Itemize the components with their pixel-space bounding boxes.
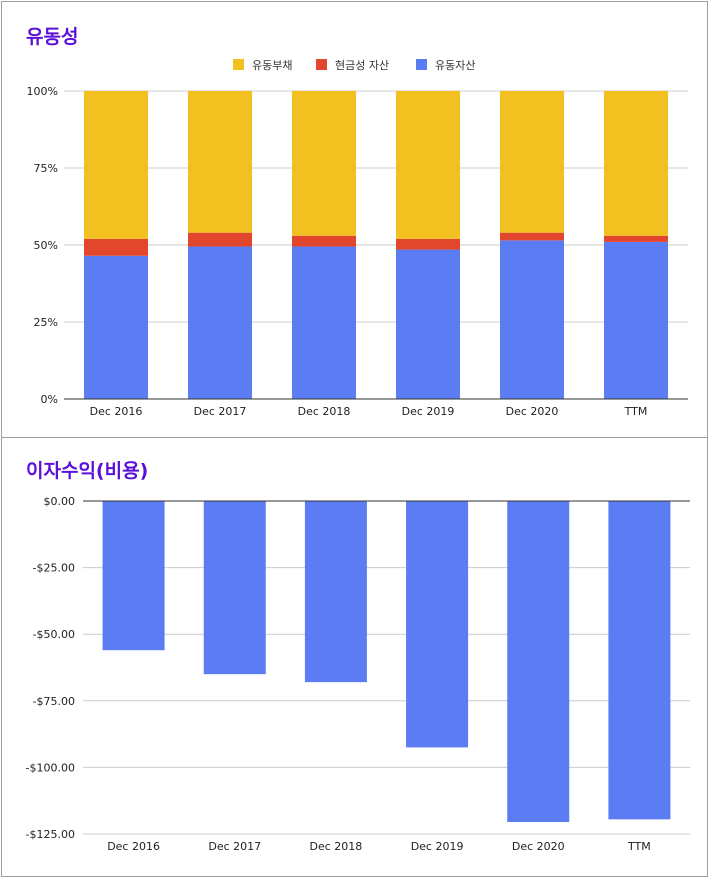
interest-bar	[507, 501, 570, 823]
bar-segment-cash-assets	[292, 235, 356, 247]
bar-segment-current-assets	[292, 246, 356, 399]
x-tick-label: Dec 2020	[512, 840, 565, 853]
interest-bar	[102, 501, 165, 651]
bar-segment-cash-assets	[396, 238, 460, 250]
legend-swatch	[233, 59, 244, 70]
bar-segment-current-liabilities	[604, 91, 668, 236]
legend-label: 현금성 자산	[335, 59, 389, 72]
interest-bar	[406, 501, 469, 748]
liquidity-chart-title: 유동성	[26, 26, 79, 48]
x-tick-label: Dec 2017	[208, 840, 261, 853]
bar-segment-current-liabilities	[84, 91, 148, 239]
y-tick-label: -$50.00	[33, 628, 75, 641]
y-tick-label: 0%	[41, 393, 58, 406]
interest-bar	[608, 501, 671, 820]
x-tick-label: Dec 2018	[310, 840, 363, 853]
bar-segment-cash-assets	[500, 232, 564, 241]
bar-segment-cash-assets	[188, 232, 252, 247]
x-tick-label: Dec 2019	[402, 405, 455, 418]
interest-chart-title: 이자수익(비용)	[26, 460, 149, 482]
bar-segment-current-assets	[188, 246, 252, 399]
bar-segment-cash-assets	[84, 238, 148, 256]
x-tick-label: Dec 2016	[90, 405, 143, 418]
bar-segment-current-assets	[500, 240, 564, 399]
bar-segment-current-assets	[84, 255, 148, 399]
y-tick-label: -$75.00	[33, 695, 75, 708]
bar-segment-current-assets	[604, 241, 668, 399]
bar-segment-cash-assets	[604, 235, 668, 242]
x-tick-label: Dec 2017	[194, 405, 247, 418]
x-tick-label: TTM	[624, 405, 648, 418]
y-tick-label: 100%	[27, 85, 58, 98]
legend-swatch	[416, 59, 427, 70]
x-tick-label: Dec 2020	[506, 405, 559, 418]
y-tick-label: -$125.00	[26, 828, 75, 841]
liquidity-chart-panel: 유동성 0% 25% 50% 75% 100% Dec 2016 Dec 2017 Dec 2…	[1, 1, 708, 438]
legend-label: 유동부채	[252, 59, 292, 72]
y-tick-label: 75%	[34, 162, 58, 175]
y-tick-label: $0.00	[44, 495, 76, 508]
x-tick-label: Dec 2018	[298, 405, 351, 418]
legend-label: 유동자산	[435, 59, 475, 72]
interest-bar	[203, 501, 266, 675]
interest-bar	[304, 501, 367, 683]
bar-segment-current-liabilities	[188, 91, 252, 233]
interest-chart-panel: 이자수익(비용) $0.00 -$25.00 -$50.00 -$75.00 -$100…	[1, 437, 708, 877]
y-tick-label: -$25.00	[33, 562, 75, 575]
y-tick-label: 50%	[34, 239, 58, 252]
interest-chart: $0.00 -$25.00 -$50.00 -$75.00 -$100.00 -$125.…	[26, 495, 690, 853]
liquidity-chart: 0% 25% 50% 75% 100% Dec 2016 Dec 2017 Dec 2018 D…	[27, 59, 688, 418]
x-tick-label: Dec 2019	[411, 840, 464, 853]
bar-segment-current-liabilities	[396, 91, 460, 239]
legend-swatch	[316, 59, 327, 70]
y-tick-label: 25%	[34, 316, 58, 329]
x-tick-label: Dec 2016	[107, 840, 160, 853]
bar-segment-current-liabilities	[292, 91, 356, 236]
bar-segment-current-assets	[396, 249, 460, 399]
y-tick-label: -$100.00	[26, 761, 75, 774]
x-tick-label: TTM	[627, 840, 651, 853]
bar-segment-current-liabilities	[500, 91, 564, 233]
